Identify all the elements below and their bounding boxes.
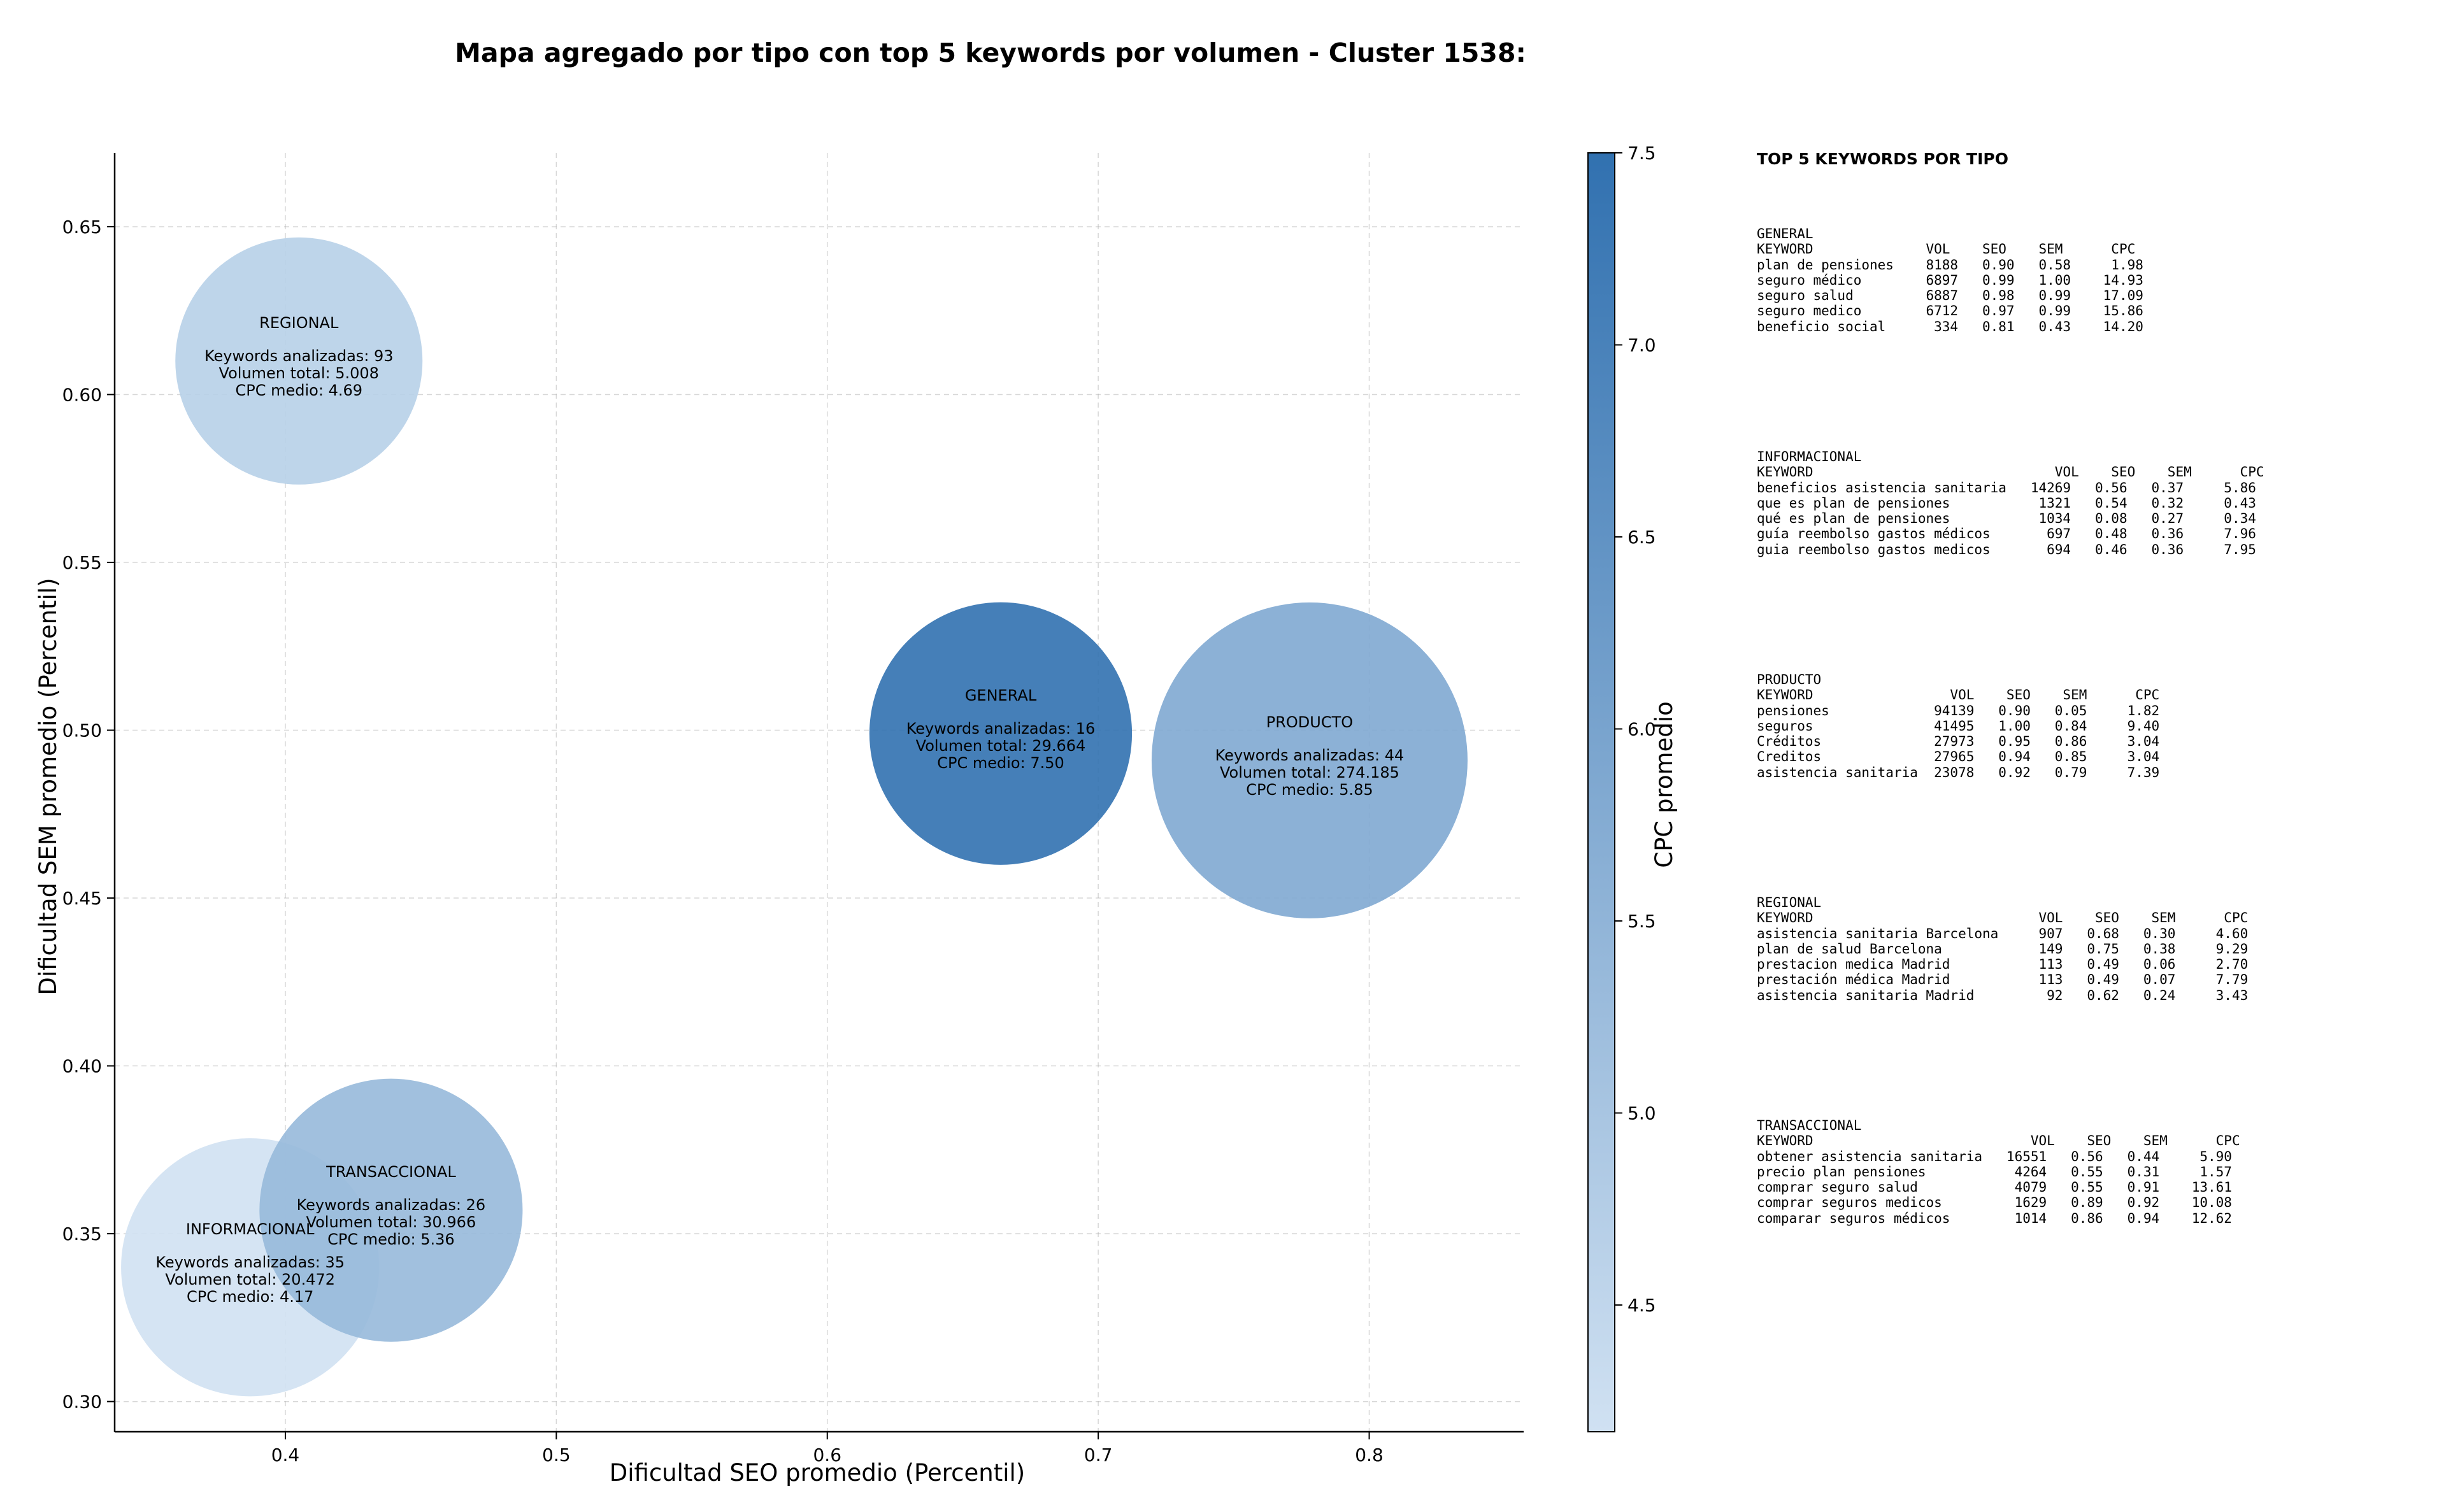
keyword-row: seguro médico 6897 0.99 1.00 14.93 [1757,272,2143,288]
block-header: KEYWORD VOL SEO SEM CPC [1757,1133,2240,1149]
keyword-block-general: GENERAL KEYWORD VOL SEO SEM CPC plan de pe… [1757,226,2143,334]
bubble-general [869,602,1133,865]
colorbar: 4.5 5.0 5.5 6.0 6.5 7.0 7.5 [1587,143,1656,1432]
colorbar-gradient [1587,152,1615,1432]
keyword-row: seguros 41495 1.00 0.84 9.40 [1757,718,2160,734]
bubble-info-label: Volumen total: 30.966 [306,1213,476,1231]
y-axis-label: Dificultad SEM promedio (Percentil) [34,578,62,995]
x-tick-label: 0.6 [813,1444,841,1466]
keyword-row: prestación médica Madrid 113 0.49 0.07 7… [1757,972,2249,988]
axes: 0.4 0.5 0.6 0.7 0.8 0.30 0.35 0.40 0.45 0.50 0.55 0… [62,153,1524,1466]
block-type-name: PRODUCTO [1757,672,1822,687]
x-tick-label: 0.7 [1084,1444,1113,1466]
y-tick-label: 0.45 [62,888,102,909]
keyword-row: asistencia sanitaria 23078 0.92 0.79 7.3… [1757,764,2160,780]
colorbar-tick-label: 5.0 [1627,1103,1656,1124]
keyword-row: Créditos 27973 0.95 0.86 3.04 [1757,734,2160,750]
y-tick-label: 0.40 [62,1056,102,1077]
colorbar-tick-label: 6.5 [1627,527,1656,548]
bubble-type-label: REGIONAL [259,314,339,332]
keyword-row: qué es plan de pensiones 1034 0.08 0.27 … [1757,511,2256,527]
colorbar-tick-label: 4.5 [1627,1295,1656,1316]
y-tick-label: 0.50 [62,720,102,741]
block-header: KEYWORD VOL SEO SEM CPC [1757,910,2249,926]
bubble-info-label: CPC medio: 5.85 [1246,781,1373,799]
y-tick-label: 0.35 [62,1223,102,1245]
x-tick-label: 0.4 [271,1444,300,1466]
block-type-name: INFORMACIONAL [1757,449,1862,464]
top-keywords-panel: TOP 5 KEYWORDS POR TIPO GENERAL KEYWORD V… [1757,146,2432,1226]
colorbar-tick-label: 7.5 [1627,143,1656,164]
keyword-row: plan de salud Barcelona 149 0.75 0.38 9.… [1757,941,2249,957]
bubble-regional [175,237,423,485]
keyword-row: que es plan de pensiones 1321 0.54 0.32 … [1757,495,2256,511]
block-type-name: GENERAL [1757,226,1813,241]
bubble-info-label: CPC medio: 5.36 [327,1230,455,1248]
colorbar-tick-label: 5.5 [1627,911,1656,932]
bubble-info-label: Volumen total: 274.185 [1220,764,1399,781]
block-header: KEYWORD VOL SEO SEM CPC [1757,464,2264,480]
keyword-row: Creditos 27965 0.94 0.85 3.04 [1757,749,2160,765]
block-header: KEYWORD VOL SEO SEM CPC [1757,241,2136,257]
keyword-row: comprar seguro salud 4079 0.55 0.91 13.6… [1757,1180,2232,1195]
chart-title: Mapa agregado por tipo con top 5 keyword… [455,38,1526,68]
keyword-block-informacional: INFORMACIONAL KEYWORD VOL SEO SEM CPC bene… [1757,449,2264,557]
keyword-row: beneficios asistencia sanitaria 14269 0.… [1757,480,2256,496]
keyword-block-transaccional: TRANSACCIONAL KEYWORD VOL SEO SEM CPC obte… [1757,1118,2240,1226]
bubble-info-label: Volumen total: 29.664 [916,737,1086,755]
bubble-info-label: Keywords analizadas: 93 [204,347,394,365]
bubble-info-label: Volumen total: 20.472 [165,1271,335,1288]
colorbar-tick-label: 7.0 [1627,335,1656,356]
bubble-type-label: TRANSACCIONAL [325,1163,456,1181]
keyword-row: asistencia sanitaria Madrid 92 0.62 0.24… [1757,987,2249,1003]
x-tick-label: 0.8 [1355,1444,1384,1466]
keyword-row: guia reembolso gastos medicos 694 0.46 0… [1757,541,2256,557]
keyword-row: beneficio social 334 0.81 0.43 14.20 [1757,318,2143,334]
top-keywords-title: TOP 5 KEYWORDS POR TIPO [1757,150,2008,168]
y-tick-label: 0.65 [62,217,102,238]
keyword-row: pensiones 94139 0.90 0.05 1.82 [1757,703,2160,718]
keyword-row: guía reembolso gastos médicos 697 0.48 0… [1757,526,2256,542]
x-axis-label: Dificultad SEO promedio (Percentil) [610,1459,1025,1487]
bubble-info-label: Keywords analizadas: 35 [155,1253,345,1271]
bubble-info-label: Keywords analizadas: 26 [297,1196,486,1214]
colorbar-label: CPC promedio [1650,701,1678,867]
y-tick-label: 0.55 [62,552,102,573]
block-type-name: REGIONAL [1757,895,1822,910]
keyword-row: seguro medico 6712 0.97 0.99 15.86 [1757,303,2143,319]
bubble-info-label: Keywords analizadas: 44 [1215,746,1405,764]
bubble-producto [1151,602,1468,918]
keyword-row: seguro salud 6887 0.98 0.99 17.09 [1757,288,2143,304]
bubble-info-label: CPC medio: 4.69 [236,382,363,399]
y-tick-label: 0.30 [62,1392,102,1413]
keyword-row: prestacion medica Madrid 113 0.49 0.06 2… [1757,957,2249,973]
keyword-row: comparar seguros médicos 1014 0.86 0.94 … [1757,1210,2232,1226]
bubble-info-label: Volumen total: 5.008 [219,364,379,382]
bubble-transaccional [259,1078,523,1342]
keyword-row: asistencia sanitaria Barcelona 907 0.68 … [1757,925,2249,941]
block-type-name: TRANSACCIONAL [1757,1118,1862,1133]
bubble-info-label: CPC medio: 4.17 [187,1288,314,1306]
keyword-row: obtener asistencia sanitaria 16551 0.56 … [1757,1148,2232,1164]
keyword-row: precio plan pensiones 4264 0.55 0.31 1.5… [1757,1164,2232,1180]
keyword-row: plan de pensiones 8188 0.90 0.58 1.98 [1757,257,2143,273]
bubble-type-label: PRODUCTO [1266,713,1353,731]
bubble-type-label: INFORMACIONAL [186,1220,315,1238]
colorbar-tick-label: 6.0 [1627,719,1656,740]
block-header: KEYWORD VOL SEO SEM CPC [1757,687,2160,703]
x-tick-label: 0.5 [542,1444,571,1466]
keyword-block-producto: PRODUCTO KEYWORD VOL SEO SEM CPC pensiones… [1757,672,2159,780]
bubble-type-label: GENERAL [965,687,1037,704]
y-tick-label: 0.60 [62,384,102,405]
keyword-block-regional: REGIONAL KEYWORD VOL SEO SEM CPC asistenci… [1757,895,2248,1003]
bubble-info-label: Keywords analizadas: 16 [906,720,1096,738]
bubble-info-label: CPC medio: 7.50 [937,754,1064,772]
keyword-row: comprar seguros medicos 1629 0.89 0.92 1… [1757,1195,2232,1211]
